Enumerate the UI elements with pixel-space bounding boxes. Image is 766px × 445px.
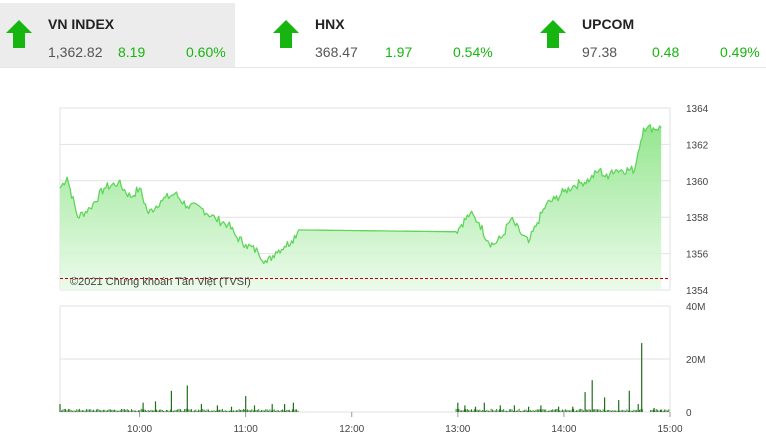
index-card-vn-index[interactable]: VN INDEX 1,362.82 8.19 0.60% bbox=[0, 3, 235, 68]
price-y-tick-label: 1354 bbox=[686, 286, 709, 297]
price-y-tick-label: 1356 bbox=[686, 250, 709, 261]
time-tick-label: 14:00 bbox=[551, 424, 576, 435]
index-card-upcom[interactable]: UPCOM 97.38 0.48 0.49% bbox=[534, 3, 766, 68]
time-tick-label: 10:00 bbox=[127, 424, 152, 435]
up-arrow-icon bbox=[6, 20, 32, 48]
price-y-axis: 1364 1362 1360 1358 1356 1354 bbox=[686, 104, 709, 297]
index-change: 0.48 bbox=[652, 44, 680, 60]
index-value: 368.47 bbox=[315, 44, 358, 60]
volume-y-axis: 40M 20M 0 bbox=[686, 302, 705, 419]
time-tick-label: 11:00 bbox=[234, 424, 259, 435]
price-y-tick-label: 1362 bbox=[686, 140, 709, 151]
header-divider bbox=[0, 67, 766, 68]
time-tick-label: 12:00 bbox=[339, 424, 364, 435]
time-tick-label: 13:00 bbox=[445, 424, 470, 435]
time-tick-label: 15:00 bbox=[657, 424, 682, 435]
price-y-tick-label: 1364 bbox=[686, 104, 709, 115]
volume-y-tick-label: 40M bbox=[686, 302, 705, 313]
volume-grid bbox=[59, 305, 671, 413]
market-index-bar: VN INDEX 1,362.82 8.19 0.60% HNX 368.47 … bbox=[0, 0, 766, 68]
price-line bbox=[59, 124, 662, 265]
index-change: 1.97 bbox=[385, 44, 413, 60]
index-percent: 0.54% bbox=[453, 44, 493, 60]
index-name: HNX bbox=[315, 16, 345, 32]
price-y-tick-label: 1360 bbox=[686, 177, 709, 188]
index-name: UPCOM bbox=[582, 16, 635, 32]
up-arrow-icon bbox=[540, 20, 566, 48]
volume-bars bbox=[59, 343, 670, 412]
index-change: 8.19 bbox=[118, 44, 146, 60]
volume-y-tick-label: 0 bbox=[686, 408, 692, 419]
copyright-annotation: ©2021 Chứng khoán Tân Việt (TVSI) bbox=[70, 276, 251, 288]
volume-y-tick-label: 20M bbox=[686, 355, 705, 366]
index-card-hnx[interactable]: HNX 368.47 1.97 0.54% bbox=[267, 3, 502, 68]
price-y-tick-label: 1358 bbox=[686, 213, 709, 224]
index-percent: 0.49% bbox=[720, 44, 760, 60]
index-name: VN INDEX bbox=[48, 16, 115, 32]
index-value: 1,362.82 bbox=[48, 44, 103, 60]
price-area bbox=[60, 124, 662, 290]
index-percent: 0.60% bbox=[186, 44, 226, 60]
time-axis: 10:00 11:00 12:00 13:00 14:00 15:00 bbox=[127, 412, 683, 435]
up-arrow-icon bbox=[273, 20, 299, 48]
index-value: 97.38 bbox=[582, 44, 618, 60]
